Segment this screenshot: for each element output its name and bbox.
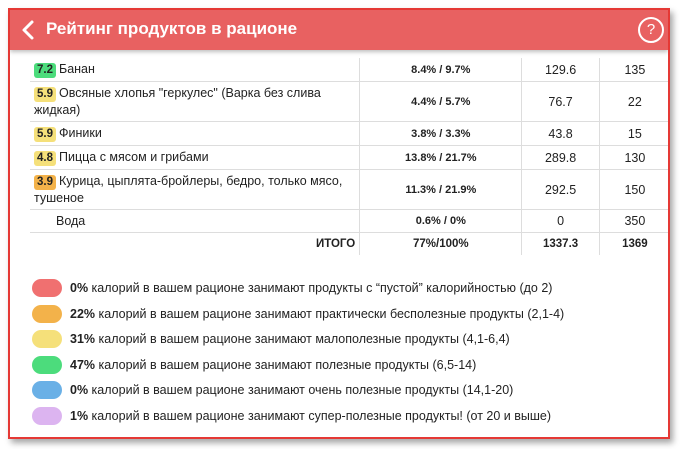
value-cell: 43.8 [521, 121, 600, 146]
legend-text: 31% калорий в вашем рационе занимают мал… [70, 332, 510, 347]
percent-cell: 11.3% / 21.9% [359, 169, 522, 210]
percent-cell: 13.8% / 21.7% [359, 145, 522, 170]
table-row: 5.9 Овсяные хлопья "геркулес" (Варка без … [30, 81, 668, 122]
calories-cell: 15 [598, 121, 668, 146]
calories-cell: 135 [598, 58, 668, 82]
score-badge: 4.8 [34, 151, 56, 166]
score-badge: 5.9 [34, 127, 56, 142]
total-value: 1337.3 [521, 232, 600, 255]
value-cell: 129.6 [521, 58, 600, 82]
calories-cell: 22 [598, 81, 668, 122]
total-label: ИТОГО [315, 238, 356, 250]
back-arrow-icon[interactable] [18, 19, 40, 41]
legend-text: 0% калорий в вашем рационе занимают очен… [70, 383, 514, 398]
legend-item: 31% калорий в вашем рационе занимают мал… [32, 329, 652, 349]
product-name: Курица, цыплята-бройлеры, бедро, только … [34, 174, 343, 205]
value-cell: 76.7 [521, 81, 600, 122]
legend: 0% калорий в вашем рационе занимают прод… [32, 278, 652, 432]
legend-item: 0% калорий в вашем рационе занимают прод… [32, 278, 652, 298]
score-badge: 3.9 [34, 175, 56, 190]
calories-cell: 150 [598, 169, 668, 210]
product-name: Финики [59, 126, 102, 140]
calories-cell: 350 [598, 209, 668, 233]
product-name: Вода [30, 209, 360, 233]
header-bar: Рейтинг продуктов в рационе ? [10, 10, 668, 50]
calories-cell: 130 [598, 145, 668, 170]
product-name-cell: 5.9 Финики [30, 121, 360, 146]
product-name: Банан [59, 62, 95, 76]
rating-panel: Рейтинг продуктов в рационе ? 7.2 Банан 8… [8, 8, 670, 439]
product-name-cell: 3.9 Курица, цыплята-бройлеры, бедро, толь… [30, 169, 360, 210]
legend-color-dot [32, 304, 62, 323]
product-name-cell: 7.2 Банан [30, 58, 360, 82]
help-icon[interactable]: ? [638, 17, 664, 43]
percent-cell: 8.4% / 9.7% [359, 58, 522, 82]
legend-color-dot [32, 406, 62, 425]
table-row: 7.2 Банан 8.4% / 9.7% 129.6 135 [30, 58, 668, 82]
table-row: 4.8 Пицца с мясом и грибами 13.8% / 21.7%… [30, 145, 668, 170]
score-badge: 7.2 [34, 63, 56, 78]
legend-item: 0% калорий в вашем рационе занимают очен… [32, 380, 652, 400]
product-name: Овсяные хлопья "геркулес" (Варка без сли… [34, 86, 321, 117]
total-percent: 77%/100% [359, 232, 522, 255]
total-row: ИТОГО 77%/100% 1337.3 1369 [30, 232, 668, 255]
score-badge: 5.9 [34, 87, 56, 102]
legend-item: 47% калорий в вашем рационе занимают пол… [32, 355, 652, 375]
total-calories: 1369 [598, 232, 668, 255]
legend-text: 47% калорий в вашем рационе занимают пол… [70, 357, 477, 372]
legend-text: 0% калорий в вашем рационе занимают прод… [70, 281, 553, 295]
percent-cell: 4.4% / 5.7% [359, 81, 522, 122]
product-name-cell: 5.9 Овсяные хлопья "геркулес" (Варка без … [30, 81, 360, 122]
value-cell: 292.5 [521, 169, 600, 210]
legend-item: 1% калорий в вашем рационе занимают супе… [32, 406, 652, 426]
legend-text: 1% калорий в вашем рационе занимают супе… [70, 408, 552, 423]
legend-item: 22% калорий в вашем рационе занимают пра… [32, 304, 652, 324]
table-row-water: Вода 0.6% / 0% 0 350 [30, 209, 668, 233]
legend-color-dot [32, 381, 62, 400]
percent-cell: 0.6% / 0% [359, 209, 522, 233]
page-title: Рейтинг продуктов в рационе [46, 19, 298, 38]
value-cell: 289.8 [521, 145, 600, 170]
products-table: 7.2 Банан 8.4% / 9.7% 129.6 135 5.9 Овсяны… [30, 58, 668, 255]
percent-cell: 3.8% / 3.3% [359, 121, 522, 146]
legend-text: 22% калорий в вашем рационе занимают пра… [70, 306, 565, 321]
value-cell: 0 [521, 209, 600, 233]
product-name-cell: 4.8 Пицца с мясом и грибами [30, 145, 360, 170]
product-name: Пицца с мясом и грибами [59, 150, 209, 164]
legend-color-dot [32, 279, 62, 297]
legend-color-dot [32, 330, 62, 349]
table-row: 5.9 Финики 3.8% / 3.3% 43.8 15 [30, 121, 668, 146]
table-row: 3.9 Курица, цыплята-бройлеры, бедро, толь… [30, 169, 668, 210]
legend-color-dot [32, 355, 62, 374]
